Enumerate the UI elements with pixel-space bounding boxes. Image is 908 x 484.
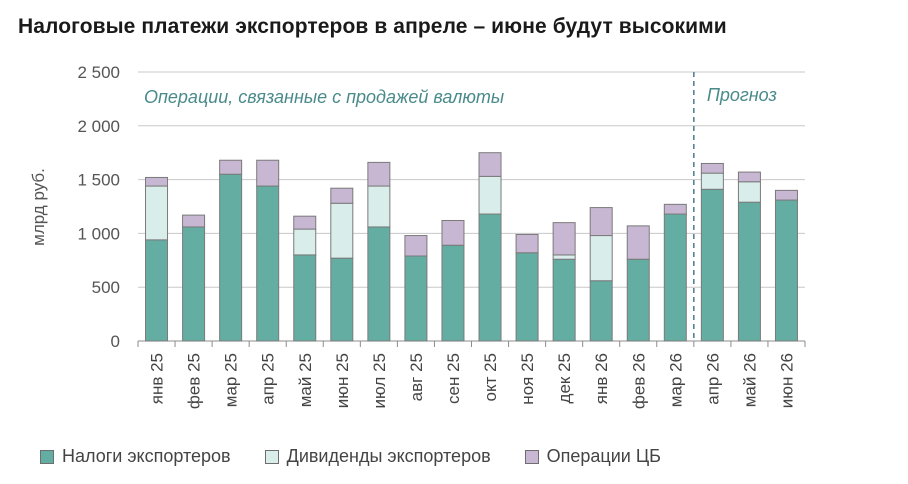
- bar-segment-taxes: [478, 213, 502, 342]
- legend-label-taxes: Налоги экспортеров: [62, 446, 231, 466]
- bar-segment-dividends: [145, 185, 169, 241]
- bar-segment-dividends: [589, 235, 613, 282]
- bar-segment-taxes: [404, 255, 428, 342]
- bar-segment-cb-operations: [589, 207, 613, 237]
- x-tick-label: май 26: [740, 353, 759, 407]
- bar-segment-taxes: [330, 257, 354, 342]
- x-tick-label: окт 25: [481, 353, 500, 402]
- x-tick-label: апр 26: [703, 353, 722, 405]
- bar-segment-taxes: [256, 185, 280, 342]
- bar-segment-dividends: [700, 172, 724, 190]
- bar-segment-taxes: [293, 254, 317, 342]
- y-tick-label: 500: [92, 278, 120, 297]
- chart-title: Налоговые платежи экспортеров в апреле –…: [18, 15, 727, 38]
- bar-segment-cb-operations: [145, 176, 169, 187]
- y-tick-label: 2 000: [77, 117, 120, 136]
- bar-segment-cb-operations: [515, 233, 539, 254]
- bar-segment-dividends: [737, 181, 761, 203]
- y-tick-label: 1 500: [77, 171, 120, 190]
- bar-segment-cb-operations: [626, 225, 650, 260]
- legend-swatch-cb-operations: [524, 449, 539, 464]
- x-tick-label: июн 25: [333, 353, 352, 408]
- bar-segment-taxes: [700, 188, 724, 342]
- annotation-currency-ops: Операции, связанные с продажей валюты: [144, 87, 504, 107]
- bar-segment-cb-operations: [737, 171, 761, 183]
- x-tick-label: ноя 25: [518, 353, 537, 405]
- x-tick-label: авг 25: [407, 353, 426, 401]
- x-axis: янв 25 фев 25 мар 25 апр 25 май 25 июн 25 июл …: [137, 341, 806, 409]
- bar-segment-taxes: [515, 252, 539, 342]
- bar-segment-dividends: [552, 254, 576, 260]
- bar-segment-cb-operations: [700, 162, 724, 174]
- bar-segment-cb-operations: [774, 189, 798, 201]
- x-tick-label: янв 25: [148, 353, 167, 404]
- bar-segment-taxes: [367, 226, 391, 342]
- x-tick-label: дек 25: [555, 353, 574, 403]
- bar-segment-dividends: [367, 185, 391, 228]
- bar-segment-taxes: [145, 239, 169, 342]
- y-tick-label: 0: [111, 332, 120, 351]
- bar-segment-cb-operations: [219, 159, 243, 175]
- legend-label-dividends: Дивиденды экспортеров: [286, 446, 491, 466]
- y-axis-label: млрд руб.: [29, 168, 48, 246]
- legend-label-cb-operations: Операции ЦБ: [546, 446, 661, 466]
- legend-swatch-dividends: [264, 449, 279, 464]
- bar-segment-taxes: [182, 226, 206, 342]
- annotations: Операции, связанные с продажей валюты Про…: [144, 72, 777, 341]
- x-tick-label: фев 25: [185, 353, 204, 409]
- bar-segment-cb-operations: [478, 152, 502, 177]
- x-tick-label: янв 26: [592, 353, 611, 404]
- x-tick-label: сен 25: [444, 353, 463, 404]
- legend-item-taxes: Налоги экспортеров: [40, 446, 231, 467]
- bar-segment-taxes: [663, 213, 687, 342]
- bars: [145, 152, 798, 342]
- bar-segment-taxes: [552, 258, 576, 342]
- x-tick-label: мар 26: [666, 353, 685, 407]
- bar-segment-cb-operations: [663, 203, 687, 215]
- bar-segment-cb-operations: [330, 187, 354, 204]
- x-tick-label: мар 25: [222, 353, 241, 407]
- bar-segment-taxes: [774, 199, 798, 342]
- bar-segment-taxes: [219, 173, 243, 342]
- x-tick-label: фев 26: [629, 353, 648, 409]
- bar-segment-dividends: [330, 202, 354, 259]
- bar-segment-cb-operations: [441, 219, 465, 246]
- y-tick-label: 1 000: [77, 224, 120, 243]
- bar-segment-cb-operations: [367, 161, 391, 187]
- legend-swatch-taxes: [40, 449, 54, 464]
- bar-segment-taxes: [737, 201, 761, 342]
- bar-segment-dividends: [293, 228, 317, 256]
- bar-segment-taxes: [441, 244, 465, 342]
- bar-segment-cb-operations: [256, 159, 280, 187]
- x-tick-label: май 25: [296, 353, 315, 407]
- legend-item-cb-operations: Операции ЦБ: [524, 446, 661, 467]
- y-tick-label: 2 500: [77, 63, 120, 82]
- annotation-forecast: Прогноз: [707, 85, 777, 105]
- bar-segment-cb-operations: [182, 214, 206, 228]
- legend: Налоги экспортеров Дивиденды экспортеров…: [40, 446, 661, 467]
- bar-segment-dividends: [478, 175, 502, 215]
- bar-segment-cb-operations: [293, 215, 317, 230]
- bar-segment-cb-operations: [404, 235, 428, 257]
- bar-segment-taxes: [589, 280, 613, 342]
- bar-segment-taxes: [626, 258, 650, 342]
- x-tick-label: июл 25: [370, 353, 389, 408]
- x-tick-label: июн 26: [777, 353, 796, 408]
- y-axis: 0 500 1 000 1 500 2 000 2 500: [77, 63, 120, 351]
- bar-segment-cb-operations: [552, 222, 576, 256]
- legend-item-dividends: Дивиденды экспортеров: [264, 446, 491, 467]
- x-tick-label: апр 25: [259, 353, 278, 405]
